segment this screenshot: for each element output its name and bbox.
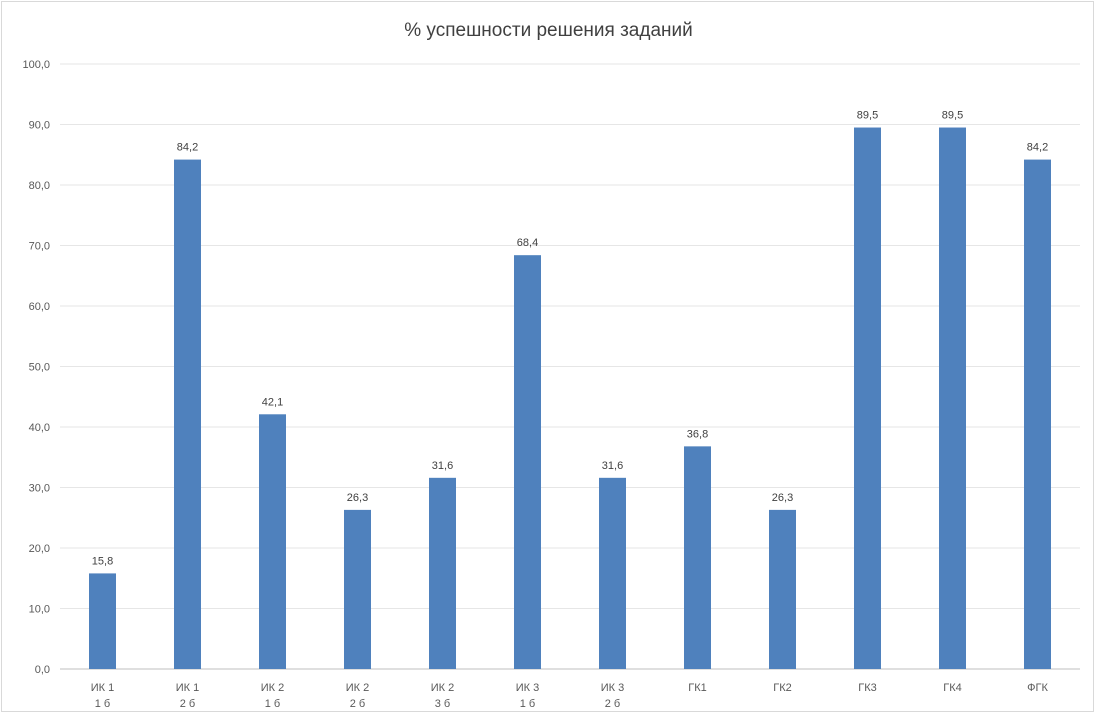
x-tick-label: ГК4 [943, 682, 961, 694]
data-label: 89,5 [857, 110, 878, 122]
data-label: 36,8 [687, 428, 708, 440]
bar [599, 477, 626, 669]
data-label: 42,1 [262, 396, 283, 408]
y-tick-label: 40,0 [29, 422, 50, 434]
y-tick-label: 20,0 [29, 543, 50, 555]
data-label: 31,6 [432, 460, 453, 472]
bar [854, 127, 881, 669]
data-label: 26,3 [772, 492, 793, 504]
bar [259, 414, 286, 669]
y-tick-label: 10,0 [29, 604, 50, 616]
bar [1024, 159, 1051, 669]
y-tick-label: 70,0 [29, 241, 50, 253]
data-label: 89,5 [942, 110, 963, 122]
gridlines [60, 63, 1080, 670]
bar [684, 446, 711, 669]
data-label: 31,6 [602, 460, 623, 472]
bar [89, 573, 116, 669]
data-label: 15,8 [92, 555, 113, 567]
bar [174, 159, 201, 669]
bar [939, 127, 966, 669]
y-tick-label: 80,0 [29, 180, 50, 192]
x-tick-label: ГК3 [858, 682, 876, 694]
data-label: 68,4 [517, 237, 538, 249]
y-tick-label: 50,0 [29, 362, 50, 374]
y-axis-ticks: 0,0 10,0 20,0 30,0 40,0 50,0 60,0 70,0 80,0 90,0 1… [22, 59, 50, 676]
data-label: 84,2 [177, 142, 198, 154]
chart-title: % успешности решения заданий [404, 20, 693, 41]
bar [344, 509, 371, 669]
y-tick-label: 90,0 [29, 120, 50, 132]
y-tick-label: 60,0 [29, 301, 50, 313]
x-tick-label: ГК2 [773, 682, 791, 694]
bar [514, 255, 541, 669]
bar [769, 509, 796, 669]
data-labels: 15,8 84,2 42,1 26,3 31,6 68,4 31,6 36,8 26,3 89,5… [92, 110, 1048, 568]
data-label: 26,3 [347, 492, 368, 504]
data-label: 84,2 [1027, 142, 1048, 154]
y-tick-label: 0,0 [35, 664, 50, 676]
x-tick-label: ФГК [1027, 682, 1048, 694]
bar [429, 477, 456, 669]
x-tick-label: ГК1 [688, 682, 706, 694]
y-tick-label: 30,0 [29, 483, 50, 495]
bars [89, 127, 1051, 669]
y-tick-label: 100,0 [22, 59, 50, 71]
